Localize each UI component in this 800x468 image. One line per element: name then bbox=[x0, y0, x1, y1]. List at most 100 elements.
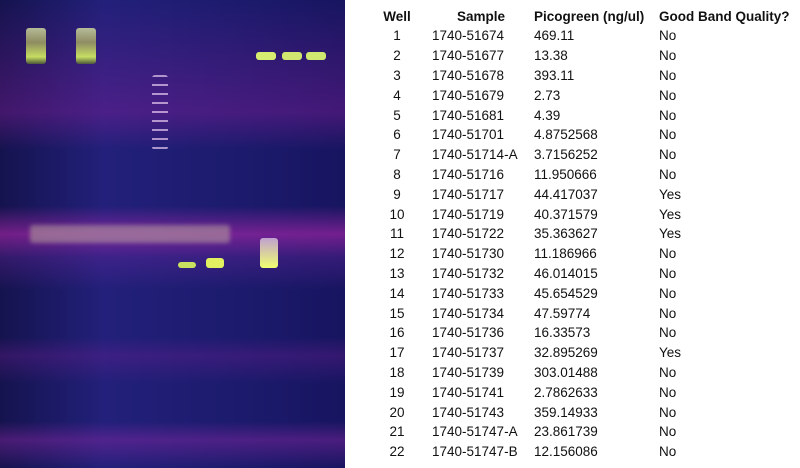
gel-band bbox=[306, 52, 326, 60]
cell-picogreen: 40.371579 bbox=[534, 206, 598, 222]
cell-picogreen: 469.11 bbox=[534, 28, 575, 44]
gel-band bbox=[178, 262, 196, 268]
table-row: 4 1740-51679 2.73 No bbox=[362, 85, 799, 105]
cell-picogreen: 16.33573 bbox=[534, 325, 591, 341]
table-row: 9 1740-51717 44.417037 Yes bbox=[362, 184, 799, 204]
table-row: 19 1740-51741 2.7862633 No bbox=[362, 382, 799, 402]
cell-band-quality: Yes bbox=[659, 206, 682, 222]
gel-band bbox=[256, 52, 276, 60]
table-row: 1 1740-51674 469.11 No bbox=[362, 26, 799, 46]
table-row: 2 1740-51677 13.38 No bbox=[362, 46, 799, 66]
cell-sample: 1740-51678 bbox=[432, 67, 505, 83]
sample-table: Well Sample Picogreen (ng/ul) Good Band … bbox=[362, 6, 799, 462]
table-row: 13 1740-51732 46.014015 No bbox=[362, 264, 799, 284]
cell-sample: 1740-51714-A bbox=[432, 147, 518, 163]
table-row: 7 1740-51714-A 3.7156252 No bbox=[362, 145, 799, 165]
cell-well: 3 bbox=[393, 67, 401, 83]
cell-sample: 1740-51743 bbox=[432, 404, 505, 420]
cell-picogreen: 13.38 bbox=[534, 48, 568, 64]
table-row: 11 1740-51722 35.363627 Yes bbox=[362, 224, 799, 244]
cell-picogreen: 46.014015 bbox=[534, 265, 598, 281]
cell-band-quality: No bbox=[659, 166, 677, 182]
cell-sample: 1740-51674 bbox=[432, 28, 505, 44]
cell-sample: 1740-51737 bbox=[432, 345, 505, 361]
cell-sample: 1740-51747-B bbox=[432, 444, 518, 460]
cell-picogreen: 32.895269 bbox=[534, 345, 598, 361]
cell-well: 10 bbox=[389, 206, 405, 222]
cell-band-quality: No bbox=[659, 384, 677, 400]
cell-band-quality: Yes bbox=[659, 226, 682, 242]
cell-band-quality: No bbox=[659, 285, 677, 301]
cell-sample: 1740-51747-A bbox=[432, 424, 518, 440]
cell-picogreen: 44.417037 bbox=[534, 186, 598, 202]
cell-sample: 1740-51722 bbox=[432, 226, 505, 242]
cell-band-quality: No bbox=[659, 265, 677, 281]
cell-band-quality: No bbox=[659, 404, 677, 420]
cell-sample: 1740-51739 bbox=[432, 364, 505, 380]
cell-well: 4 bbox=[393, 87, 401, 103]
cell-sample: 1740-51730 bbox=[432, 246, 505, 262]
cell-sample: 1740-51679 bbox=[432, 87, 505, 103]
cell-band-quality: Yes bbox=[659, 186, 682, 202]
table-row: 20 1740-51743 359.14933 No bbox=[362, 402, 799, 422]
cell-picogreen: 359.14933 bbox=[534, 404, 598, 420]
cell-well: 1 bbox=[393, 28, 401, 44]
cell-band-quality: No bbox=[659, 48, 677, 64]
table-row: 10 1740-51719 40.371579 Yes bbox=[362, 204, 799, 224]
cell-picogreen: 303.01488 bbox=[534, 364, 598, 380]
cell-sample: 1740-51719 bbox=[432, 206, 505, 222]
gel-smear bbox=[30, 225, 230, 243]
table-row: 16 1740-51736 16.33573 No bbox=[362, 323, 799, 343]
cell-picogreen: 11.950666 bbox=[534, 166, 597, 182]
cell-well: 6 bbox=[393, 127, 401, 143]
cell-well: 9 bbox=[393, 186, 401, 202]
cell-picogreen: 35.363627 bbox=[534, 226, 598, 242]
cell-well: 19 bbox=[389, 384, 405, 400]
cell-sample: 1740-51677 bbox=[432, 48, 505, 64]
cell-picogreen: 45.654529 bbox=[534, 285, 598, 301]
table-row: 15 1740-51734 47.59774 No bbox=[362, 303, 799, 323]
cell-picogreen: 47.59774 bbox=[534, 305, 591, 321]
cell-sample: 1740-51716 bbox=[432, 166, 505, 182]
cell-band-quality: No bbox=[659, 444, 677, 460]
cell-sample: 1740-51717 bbox=[432, 186, 505, 202]
cell-picogreen: 2.7862633 bbox=[534, 384, 598, 400]
cell-well: 8 bbox=[393, 166, 401, 182]
table-row: 22 1740-51747-B 12.156086 No bbox=[362, 442, 799, 462]
header-picogreen: Picogreen (ng/ul) bbox=[534, 8, 645, 24]
gel-band bbox=[282, 52, 302, 60]
header-band-quality: Good Band Quality? bbox=[659, 8, 790, 24]
cell-picogreen: 2.73 bbox=[534, 87, 561, 103]
cell-band-quality: No bbox=[659, 67, 677, 83]
cell-band-quality: No bbox=[659, 424, 677, 440]
cell-sample: 1740-51741 bbox=[432, 384, 505, 400]
cell-well: 16 bbox=[389, 325, 405, 341]
table-header-row: Well Sample Picogreen (ng/ul) Good Band … bbox=[362, 6, 799, 26]
table-row: 3 1740-51678 393.11 No bbox=[362, 66, 799, 86]
cell-band-quality: No bbox=[659, 28, 677, 44]
cell-band-quality: No bbox=[659, 364, 677, 380]
cell-band-quality: No bbox=[659, 147, 677, 163]
cell-picogreen: 11.186966 bbox=[534, 246, 597, 262]
header-well: Well bbox=[383, 8, 411, 24]
cell-picogreen: 393.11 bbox=[534, 67, 575, 83]
table-row: 5 1740-51681 4.39 No bbox=[362, 105, 799, 125]
cell-well: 13 bbox=[389, 265, 405, 281]
cell-well: 11 bbox=[389, 226, 404, 242]
cell-band-quality: No bbox=[659, 87, 677, 103]
cell-well: 17 bbox=[389, 345, 405, 361]
header-sample: Sample bbox=[457, 8, 506, 24]
gel-band bbox=[206, 258, 224, 268]
gel-image bbox=[0, 0, 345, 468]
cell-well: 21 bbox=[389, 424, 405, 440]
cell-picogreen: 12.156086 bbox=[534, 444, 598, 460]
cell-sample: 1740-51681 bbox=[432, 107, 505, 123]
gel-band bbox=[260, 238, 278, 268]
cell-band-quality: No bbox=[659, 107, 677, 123]
cell-band-quality: No bbox=[659, 127, 677, 143]
cell-band-quality: Yes bbox=[659, 345, 682, 361]
table-row: 14 1740-51733 45.654529 No bbox=[362, 283, 799, 303]
cell-picogreen: 4.39 bbox=[534, 107, 561, 123]
gel-well-band bbox=[76, 28, 96, 64]
table-row: 18 1740-51739 303.01488 No bbox=[362, 363, 799, 383]
